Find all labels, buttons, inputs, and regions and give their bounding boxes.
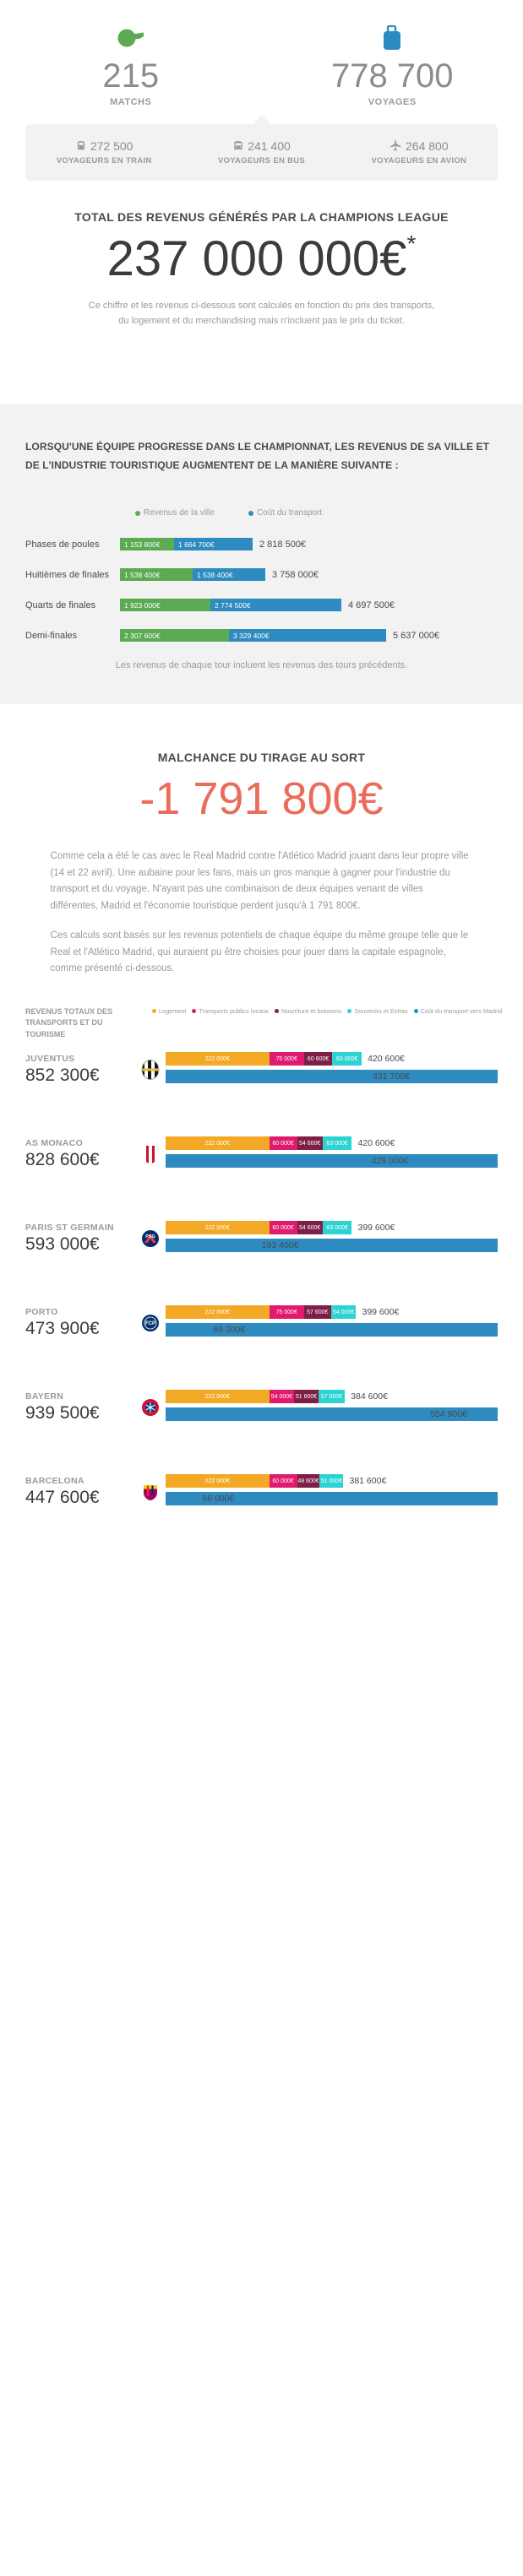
svg-text:FCP: FCP bbox=[145, 1321, 155, 1326]
svg-text:PSG: PSG bbox=[145, 1234, 155, 1239]
